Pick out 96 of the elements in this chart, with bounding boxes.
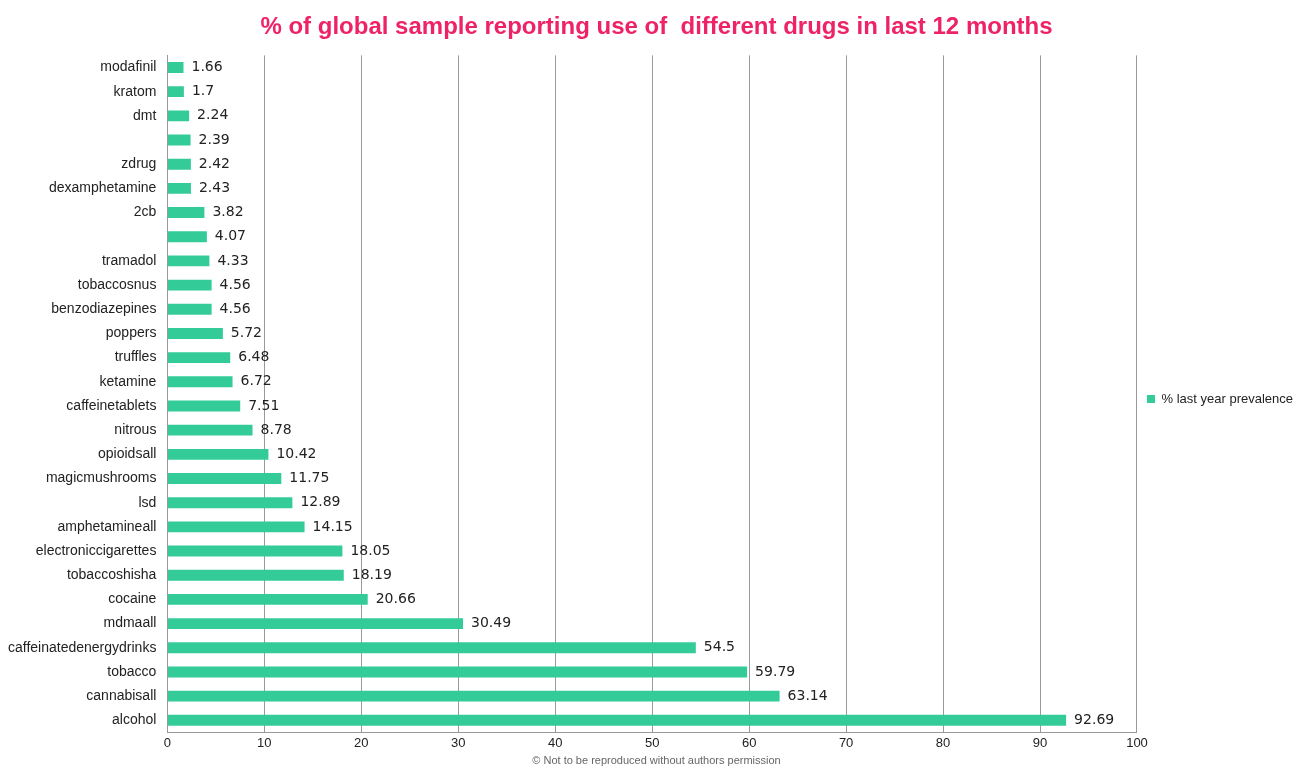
y-tick-label: dmt <box>133 106 157 123</box>
x-tick-label: 0 <box>163 734 172 750</box>
data-label: 2.43 <box>198 179 231 196</box>
bar <box>167 207 205 218</box>
y-tick-label: zdrug <box>121 155 157 172</box>
bar <box>167 521 305 533</box>
x-tick-label: 60 <box>741 734 757 750</box>
bar <box>167 400 241 412</box>
bar <box>167 448 269 460</box>
y-tick-label: amphetamineall <box>57 517 157 534</box>
x-tick-label: 90 <box>1032 734 1048 750</box>
bar <box>167 642 696 654</box>
y-tick-label: tobacco <box>107 662 157 679</box>
y-tick-label: opioidsall <box>98 445 157 462</box>
bar <box>167 352 231 364</box>
data-label: 12.89 <box>300 493 341 510</box>
data-label: 4.56 <box>219 275 251 292</box>
bar <box>167 86 184 98</box>
data-label: 4.56 <box>219 299 251 316</box>
y-tick-label: cocaine <box>108 590 157 607</box>
bar <box>167 255 210 267</box>
x-tick-label: 70 <box>838 734 854 750</box>
x-tick-label: 10 <box>257 734 272 750</box>
x-tick-label: 20 <box>354 734 369 750</box>
y-tick-label: electroniccigarettes <box>35 541 157 558</box>
bar <box>167 110 190 122</box>
legend-label: % last year prevalence <box>1161 390 1293 406</box>
y-tick-label: cannabisall <box>86 686 157 703</box>
y-tick-label: caffeinetablets <box>66 396 157 413</box>
chart-title: % of global sample reporting use of different drugs in last 12 months <box>259 12 1054 40</box>
y-tick-label: 2cb <box>133 203 157 220</box>
data-label: 20.66 <box>375 590 416 607</box>
data-label: 1.66 <box>191 58 223 75</box>
y-tick-label: poppers <box>105 324 157 341</box>
bar <box>167 618 464 630</box>
y-tick-label: kratom <box>113 82 157 99</box>
data-label: 18.05 <box>350 541 391 558</box>
data-label: 6.48 <box>238 348 270 365</box>
data-label: 7.51 <box>248 396 280 413</box>
data-label: 5.72 <box>230 324 263 341</box>
bar <box>167 134 191 146</box>
x-tick-label: 30 <box>451 734 466 750</box>
data-label: 1.7 <box>191 82 215 99</box>
x-tick-label: 100 <box>1126 734 1148 750</box>
y-tick-label: alcohol <box>112 711 157 728</box>
x-tick-label: 40 <box>548 734 563 750</box>
data-label: 2.42 <box>198 154 231 171</box>
bar <box>167 303 212 315</box>
bar <box>167 231 207 243</box>
x-tick-label: 80 <box>935 734 951 750</box>
bar <box>167 424 253 436</box>
data-label: 10.42 <box>276 444 317 461</box>
y-tick-label: ketamine <box>99 372 157 389</box>
y-tick-label: benzodiazepines <box>51 300 157 317</box>
bar <box>167 497 293 509</box>
y-tick-label: mdmaall <box>103 614 157 631</box>
bar <box>167 473 282 484</box>
y-tick-label: magicmushrooms <box>45 469 157 486</box>
y-tick-label: tramadol <box>101 251 157 268</box>
data-label: 14.15 <box>312 517 353 534</box>
y-tick-label: nitrous <box>114 421 157 438</box>
data-label: 2.39 <box>198 130 230 147</box>
bar <box>167 182 191 194</box>
y-tick-label: tobaccoshisha <box>66 566 157 583</box>
data-label: 6.72 <box>240 372 272 389</box>
bar <box>167 328 223 339</box>
y-tick-label: modafinil <box>100 58 157 75</box>
bar <box>167 545 343 557</box>
y-tick-label: lsd <box>138 493 157 510</box>
data-label: 92.69 <box>1074 710 1115 727</box>
y-tick-label: tobaccosnus <box>77 275 157 292</box>
data-label: 3.82 <box>212 203 244 220</box>
data-label: 18.19 <box>351 565 392 582</box>
data-label: 54.5 <box>703 638 735 655</box>
data-label: 30.49 <box>471 614 512 631</box>
data-label: 4.33 <box>217 251 249 268</box>
bar <box>167 62 184 73</box>
y-tick-label: truffles <box>114 348 157 365</box>
bar <box>167 279 212 291</box>
data-label: 4.07 <box>214 227 247 244</box>
bar <box>167 376 233 388</box>
bar <box>167 690 780 702</box>
bar <box>167 666 748 678</box>
bar <box>167 593 368 605</box>
data-label: 2.24 <box>197 106 229 123</box>
x-tick-label: 50 <box>644 734 660 750</box>
y-tick-label: dexamphetamine <box>48 179 157 196</box>
bar <box>167 714 1067 726</box>
bar <box>167 158 191 170</box>
y-tick-label: caffeinatedenergydrinks <box>7 638 157 655</box>
text: © Not to be reproduced without authors permission <box>531 754 782 766</box>
data-label: 63.14 <box>787 686 828 703</box>
data-label: 59.79 <box>755 662 796 679</box>
data-label: 11.75 <box>289 469 330 486</box>
data-label: 8.78 <box>260 420 292 437</box>
bar <box>167 569 344 581</box>
